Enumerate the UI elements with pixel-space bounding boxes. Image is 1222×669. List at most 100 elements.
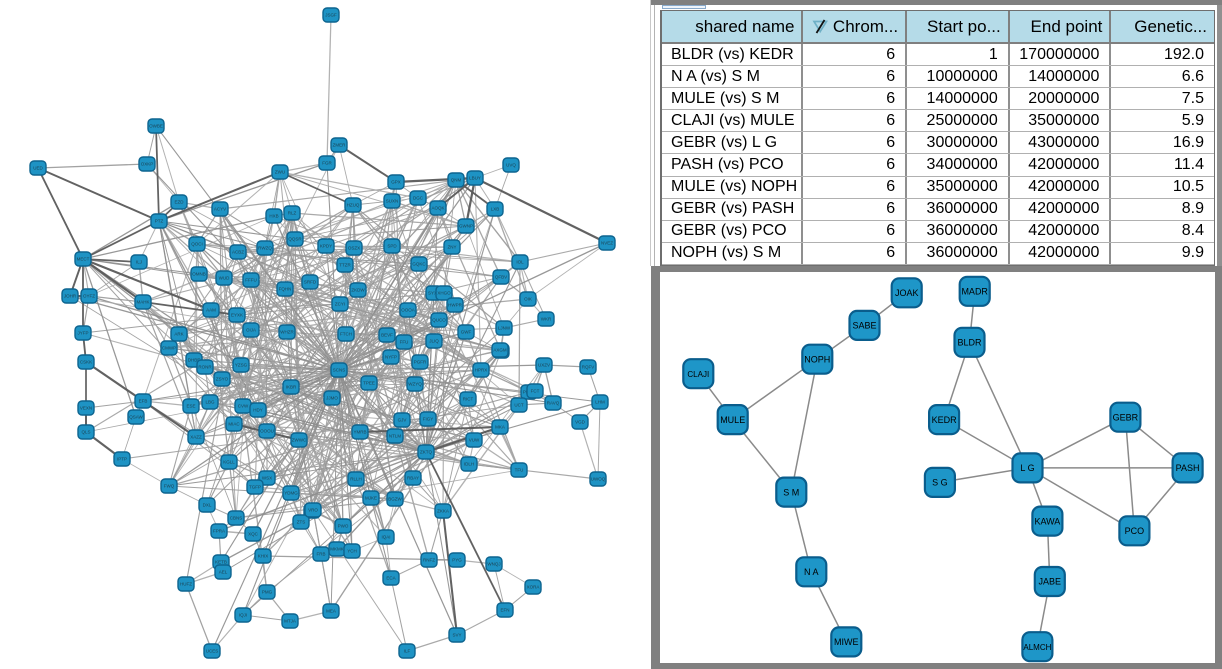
svg-text:CVW: CVW: [238, 404, 249, 409]
svg-text:IPTP: IPTP: [117, 457, 127, 462]
svg-text:ILJ: ILJ: [136, 260, 142, 265]
svg-text:XORA: XORA: [527, 585, 540, 590]
svg-text:LJNW: LJNW: [498, 326, 511, 331]
svg-text:VUW: VUW: [469, 438, 480, 443]
svg-text:VRO: VRO: [308, 508, 318, 513]
svg-text:MAHK: MAHK: [136, 300, 149, 305]
svg-text:YZSG: YZSG: [235, 363, 248, 368]
svg-text:ILF: ILF: [404, 649, 411, 654]
svg-text:DXL: DXL: [203, 503, 212, 508]
svg-text:VGD: VGD: [575, 420, 586, 425]
svg-text:UXZV: UXZV: [538, 363, 550, 368]
svg-text:AEL: AEL: [219, 570, 228, 575]
svg-text:PGFR: PGFR: [414, 360, 427, 365]
svg-text:KGLL: KGLL: [223, 460, 235, 465]
svg-text:MULE: MULE: [720, 415, 745, 425]
svg-text:QUCO: QUCO: [432, 318, 446, 323]
svg-text:EFN: EFN: [501, 608, 510, 613]
svg-text:GWNP: GWNP: [459, 224, 473, 229]
svg-text:ZKKA: ZKKA: [437, 509, 449, 514]
svg-text:CBNS: CBNS: [230, 516, 243, 521]
svg-text:LHM: LHM: [595, 400, 605, 405]
svg-text:QQSR: QQSR: [288, 237, 302, 242]
svg-text:JOAK: JOAK: [895, 288, 919, 298]
svg-text:ALMCH: ALMCH: [1023, 643, 1051, 652]
svg-text:WHZR: WHZR: [280, 330, 294, 335]
svg-text:AAM: AAM: [206, 308, 216, 313]
svg-text:QFBV: QFBV: [495, 275, 507, 280]
svg-text:EFB: EFB: [139, 399, 148, 404]
svg-text:WSX: WSX: [262, 476, 272, 481]
svg-text:HPRX: HPRX: [475, 368, 488, 373]
svg-text:IQJI: IQJI: [239, 613, 247, 618]
svg-text:OIK: OIK: [524, 297, 532, 302]
svg-text:OOOA: OOOA: [401, 308, 415, 313]
svg-text:KPDY: KPDY: [320, 244, 332, 249]
svg-text:CSKK: CSKK: [80, 360, 92, 365]
svg-text:RAVQ: RAVQ: [547, 401, 560, 406]
svg-text:JOHR: JOHR: [64, 294, 77, 299]
svg-text:SRFD: SRFD: [304, 280, 317, 285]
svg-text:EYXK: EYXK: [231, 313, 243, 318]
svg-text:JJMO: JJMO: [326, 396, 338, 401]
svg-text:FIGY: FIGY: [423, 417, 434, 422]
svg-text:ZMER: ZMER: [333, 143, 346, 148]
svg-text:FWQ: FWQ: [164, 484, 175, 489]
svg-text:UCES: UCES: [206, 649, 219, 654]
svg-text:GWF: GWF: [461, 330, 472, 335]
svg-text:AOQK: AOQK: [431, 206, 444, 211]
svg-text:RBAY: RBAY: [407, 476, 419, 481]
svg-text:GPX: GPX: [391, 180, 401, 185]
svg-text:RLZ: RLZ: [288, 211, 297, 216]
svg-text:QNM: QNM: [451, 178, 462, 183]
svg-text:YMRB: YMRB: [353, 430, 366, 435]
svg-text:ZSYO: ZSYO: [216, 377, 229, 382]
svg-text:UWOQ: UWOQ: [591, 477, 606, 482]
svg-text:ZNY: ZNY: [448, 245, 457, 250]
svg-text:TTZR: TTZR: [339, 263, 351, 268]
svg-text:IQAI: IQAI: [381, 535, 390, 540]
svg-text:MADR: MADR: [961, 287, 988, 297]
svg-text:ZKDW: ZKDW: [351, 288, 365, 293]
svg-text:MTJA: MTJA: [284, 619, 296, 624]
svg-text:ACBZ: ACBZ: [232, 250, 244, 255]
svg-text:SCNS: SCNS: [333, 368, 346, 373]
svg-text:NTLM: NTLM: [389, 434, 402, 439]
svg-text:CLAJI: CLAJI: [687, 370, 709, 379]
svg-text:NOPH: NOPH: [804, 354, 830, 364]
svg-text:FPRA: FPRA: [213, 529, 225, 534]
svg-text:DGC: DGC: [413, 196, 424, 201]
svg-text:YCH: YCH: [347, 549, 357, 554]
svg-text:UCT: UCT: [514, 403, 523, 408]
svg-text:ACYV: ACYV: [214, 207, 226, 212]
svg-text:LXB: LXB: [491, 207, 500, 212]
svg-text:FGR: FGR: [322, 161, 332, 166]
svg-text:S G: S G: [932, 478, 948, 488]
svg-text:GJV: GJV: [398, 418, 407, 423]
svg-text:SVY: SVY: [452, 633, 461, 638]
svg-text:UED: UED: [33, 166, 43, 171]
svg-text:S M: S M: [783, 487, 799, 497]
svg-text:OXKP: OXKP: [141, 162, 154, 167]
svg-text:HXB: HXB: [269, 214, 278, 219]
svg-text:FFU: FFU: [400, 340, 409, 345]
svg-text:TFU: TFU: [515, 468, 524, 473]
svg-text:OIJA: OIJA: [246, 328, 256, 333]
svg-text:RQFV: RQFV: [582, 365, 595, 370]
svg-text:RWZQ: RWZQ: [258, 246, 272, 251]
svg-text:ECA: ECA: [386, 576, 395, 581]
svg-text:OYFZ: OYFZ: [83, 294, 95, 299]
svg-text:EZD: EZD: [175, 200, 185, 205]
svg-text:NVEZ: NVEZ: [601, 241, 613, 246]
svg-text:FQHN: FQHN: [279, 287, 292, 292]
svg-text:UVQ: UVQ: [506, 163, 516, 168]
svg-text:LBG: LBG: [205, 400, 215, 405]
svg-text:WUD: WUD: [219, 276, 230, 281]
svg-text:FTCH: FTCH: [340, 332, 352, 337]
svg-text:ARK: ARK: [174, 332, 183, 337]
svg-text:QLS: QLS: [81, 430, 90, 435]
svg-text:XQC: XQC: [248, 532, 259, 537]
svg-text:GEBR: GEBR: [1113, 412, 1139, 422]
svg-text:RICT: RICT: [463, 397, 474, 402]
svg-text:KHIX: KHIX: [258, 554, 269, 559]
